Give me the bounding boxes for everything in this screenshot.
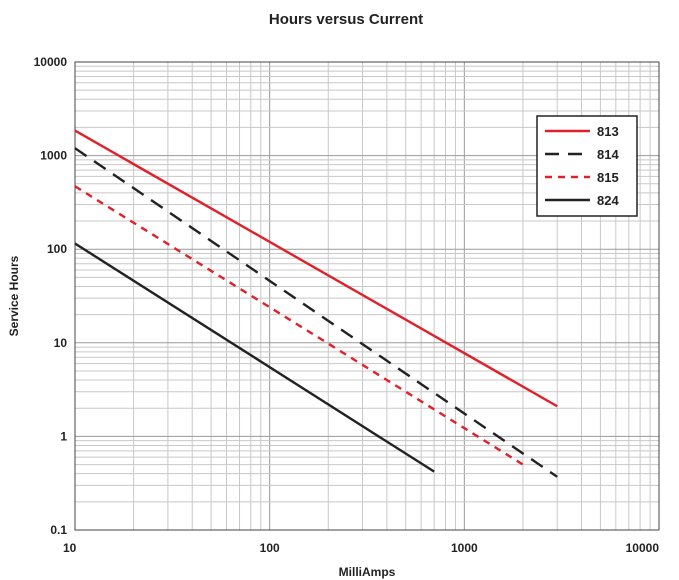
series-line-824	[74, 242, 435, 473]
x-tick-label: 10000	[626, 541, 660, 555]
y-axis-label: Service Hours	[7, 255, 21, 336]
x-axis-label: MilliAmps	[339, 565, 396, 579]
x-tick-label: 10	[63, 541, 77, 555]
x-tick-label: 1000	[451, 541, 478, 555]
y-tick-label: 1000	[40, 149, 67, 163]
legend-label-814: 814	[597, 147, 619, 162]
y-tick-label: 1	[60, 429, 67, 443]
legend-label-824: 824	[597, 193, 619, 208]
y-tick-label: 10	[54, 336, 68, 350]
series-line-815	[74, 185, 528, 469]
grid	[74, 62, 659, 531]
legend: 813 814 815 824	[536, 115, 638, 217]
series-line-813	[74, 129, 558, 408]
y-tick-labels: 0.1 1 10 100 1000 10000	[34, 55, 68, 537]
legend-label-813: 813	[597, 124, 619, 139]
chart-title: Hours versus Current	[269, 11, 423, 28]
x-tick-labels: 10 100 1000 10000	[63, 541, 659, 555]
legend-label-815: 815	[597, 170, 619, 185]
series-line-814	[74, 147, 558, 478]
y-tick-label: 100	[47, 242, 67, 256]
x-tick-label: 100	[260, 541, 280, 555]
plot-frame	[74, 61, 660, 531]
y-tick-label: 10000	[34, 55, 68, 69]
series-lines	[74, 129, 558, 478]
y-tick-label: 0.1	[50, 523, 67, 537]
